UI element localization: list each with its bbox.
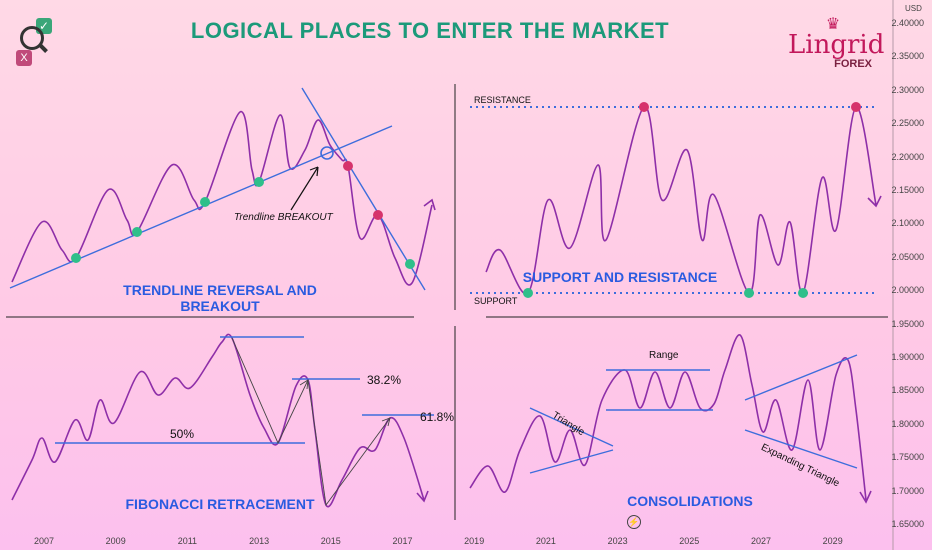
- support-touch-dot: [798, 288, 808, 298]
- fib-label-382: 38.2%: [367, 373, 402, 387]
- panel-title-trendline: TRENDLINE REVERSAL AND BREAKOUT: [123, 282, 317, 314]
- trendline-entry-dot: [71, 253, 81, 263]
- support-touch-dot: [523, 288, 533, 298]
- y-tick-label: 1.80000: [891, 418, 924, 429]
- triangle-lower: [529, 449, 614, 474]
- trendline-arrow-head: [423, 198, 436, 211]
- panel-title-consolidations: CONSOLIDATIONS: [627, 493, 753, 509]
- x-tick-label: 2011: [177, 536, 198, 546]
- y-tick-label: 2.25000: [891, 118, 924, 129]
- x-tick-label: 2007: [33, 536, 55, 546]
- triangle-upper: [529, 407, 614, 447]
- crown-icon: ♛: [825, 16, 841, 33]
- fib-price-curve: [11, 333, 425, 508]
- panel-title-fibonacci: FIBONACCI RETRACEMENT: [125, 496, 315, 512]
- annotation-trendline-breakout: Trendline BREAKOUT: [234, 212, 333, 223]
- fib-arrow-head: [416, 490, 429, 503]
- expanding-upper: [744, 354, 858, 401]
- y-tick-label: 2.10000: [891, 218, 924, 229]
- fib-label-618: 61.8%: [420, 410, 455, 424]
- x-tick-label: 2017: [392, 536, 413, 546]
- brand-logo: ♛ Lingrid FOREX: [788, 16, 885, 71]
- label-support: SUPPORT: [474, 296, 518, 306]
- y-tick-label: 2.05000: [891, 251, 924, 262]
- y-tick-label: 1.90000: [891, 352, 924, 362]
- downtrend-line: [301, 87, 426, 291]
- fib-swing-1: [231, 337, 309, 445]
- y-tick-label: 2.00000: [891, 285, 924, 296]
- x-tick-label: 2025: [679, 536, 700, 546]
- resistance-touch-dot: [639, 102, 649, 112]
- bolt-icon[interactable]: ⚡: [627, 515, 641, 529]
- trendline-exit-dot: [373, 210, 383, 220]
- sr-price-curve: [485, 106, 877, 295]
- uptrend-line: [9, 125, 393, 289]
- search-icon[interactable]: [20, 26, 44, 50]
- x-tick-label: 2013: [249, 536, 270, 546]
- y-tick-label: 2.40000: [891, 18, 924, 28]
- breakout-marker: [320, 146, 334, 160]
- x-tick-label: 2023: [607, 536, 628, 546]
- y-tick-label: 1.70000: [891, 485, 924, 496]
- tool-widget[interactable]: ✓ X: [14, 18, 54, 66]
- axis-unit: USD: [905, 4, 922, 13]
- logo-sub: FOREX: [834, 58, 872, 70]
- fib-arrow-1: [299, 379, 309, 390]
- fib-arrow-2: [381, 417, 391, 427]
- fib-swing-2: [307, 379, 391, 507]
- support-touch-dot: [744, 288, 754, 298]
- x-tick-label: 2009: [105, 536, 126, 546]
- trendline-entry-dot: [200, 197, 210, 207]
- x-tick-label: 2019: [464, 536, 485, 546]
- logo-name: Lingrid: [788, 30, 885, 60]
- sr-arrow-head: [867, 195, 882, 208]
- close-icon[interactable]: X: [16, 50, 32, 66]
- trendline-entry-dot: [132, 227, 142, 237]
- trendline-entry-dot: [254, 177, 264, 187]
- y-tick-label: 1.75000: [891, 452, 924, 463]
- label-resistance: RESISTANCE: [474, 95, 531, 105]
- x-tick-label: 2021: [535, 536, 556, 546]
- y-tick-label: 2.35000: [891, 51, 924, 62]
- cons-price-curve: [469, 334, 867, 501]
- search-icon-handle: [38, 43, 48, 53]
- y-tick-label: 1.65000: [891, 519, 924, 529]
- label-range: Range: [649, 350, 679, 361]
- x-tick-label: 2015: [320, 536, 341, 546]
- trendline-entry-dot: [405, 259, 415, 269]
- panel-title-support-resistance: SUPPORT AND RESISTANCE: [522, 269, 718, 285]
- y-tick-label: 2.15000: [891, 185, 924, 195]
- breakout-arrow: [290, 166, 319, 211]
- fib-label-50: 50%: [170, 427, 195, 441]
- y-tick-label: 1.85000: [891, 385, 924, 396]
- y-tick-label: 2.20000: [891, 151, 924, 162]
- breakout-arrow-head: [309, 166, 319, 177]
- y-tick-label: 1.95000: [891, 318, 924, 329]
- trendline-exit-dot: [343, 161, 353, 171]
- cons-arrow-head: [859, 490, 872, 504]
- x-tick-label: 2027: [750, 536, 772, 546]
- y-tick-label: 2.30000: [891, 84, 924, 95]
- page-title: LOGICAL PLACES TO ENTER THE MARKET: [190, 18, 670, 43]
- expanding-lower: [744, 429, 858, 469]
- x-tick-label: 2029: [822, 536, 843, 546]
- resistance-touch-dot: [851, 102, 861, 112]
